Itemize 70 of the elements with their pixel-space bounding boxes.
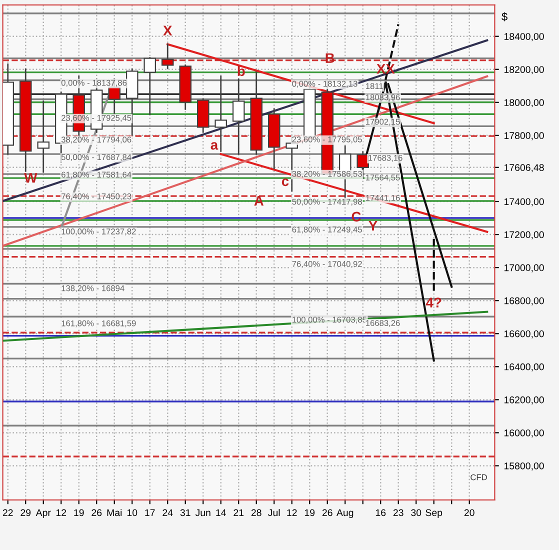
y-tick-label: 16200,00 <box>504 396 544 404</box>
annotation: 17441,16 <box>366 194 400 202</box>
x-tick-label: 30 <box>411 509 422 516</box>
y-tick-label: 17000,00 <box>504 264 544 272</box>
x-tick-label: 16 <box>376 509 386 516</box>
annotation: 50,00% - 17687,84 <box>61 154 132 162</box>
annotation: c <box>282 178 289 186</box>
x-tick-label: 14 <box>216 509 226 516</box>
x-tick-label: 26 <box>322 509 332 516</box>
annotation: 76,40% - 17450,23 <box>62 193 132 200</box>
y-tick-label: 16400,00 <box>504 363 544 372</box>
annotation: 23,60% - 17795,05 <box>292 136 362 144</box>
annotation: 0,00% - 18137,86 <box>61 80 127 87</box>
annotation: 17564,55 <box>366 174 400 182</box>
y-axis-title: $ <box>502 12 508 22</box>
y-tick-label: 18400,00 <box>504 33 544 42</box>
y-tick-label: 18000,00 <box>504 99 544 108</box>
annotation: 38,20% - 17586,53 <box>292 170 362 178</box>
x-tick-label: 12 <box>56 509 66 516</box>
annotation: 61,80% - 17249,45 <box>292 226 362 234</box>
x-tick-label: 31 <box>180 509 190 516</box>
x-tick-label: Mai <box>107 508 122 516</box>
x-tick-label: Jun <box>195 509 210 516</box>
annotation: C <box>352 212 361 222</box>
annotation: 100,00% - 16703,85 <box>292 316 367 324</box>
x-tick-label: Jul <box>268 508 280 516</box>
x-tick-label: 19 <box>74 509 84 516</box>
x-tick-label: 23 <box>393 509 404 516</box>
x-tick-label: Aug <box>336 509 354 518</box>
annotation: X <box>163 26 172 36</box>
y-tick-label: 15800,00 <box>504 462 544 471</box>
y-tick-label: 17400,00 <box>504 198 544 206</box>
annotation: a <box>210 142 218 150</box>
annotation: 0,00% - 18132,13 <box>292 80 358 88</box>
y-tick-label: 18200,00 <box>504 66 544 74</box>
x-tick-label: 12 <box>287 509 297 516</box>
annotation: 17902,15 <box>366 118 400 126</box>
annotation: 76,40% - 17040,92 <box>292 261 362 268</box>
annotation: 16683,26 <box>366 320 400 327</box>
x-tick-label: 19 <box>304 509 315 516</box>
annotation: 4? <box>426 298 442 308</box>
annotation: 161,80% - 16681,59 <box>62 320 136 328</box>
annotation: 1811 <box>366 83 383 90</box>
x-tick-label: 22 <box>2 509 13 516</box>
y-tick-label: 17606,48 <box>504 164 544 172</box>
x-tick-label: 28 <box>251 509 262 516</box>
y-tick-label: 16000,00 <box>504 429 544 438</box>
annotation: 50,00% - 17417,98 <box>292 198 362 206</box>
y-tick-label: 17200,00 <box>504 231 544 240</box>
annotation: CFD <box>470 474 487 480</box>
x-tick-label: 21 <box>234 509 244 516</box>
x-tick-label: 10 <box>127 509 138 516</box>
y-tick-label: 16600,00 <box>504 330 544 338</box>
annotation: 100,00% - 17237,82 <box>62 228 136 236</box>
annotation: 17683,16 <box>368 154 402 162</box>
x-tick-label: 29 <box>20 509 31 516</box>
x-tick-label: Sep <box>426 509 442 518</box>
y-tick-label: 16800,00 <box>504 297 544 306</box>
annotation: 138,20% - 16894 <box>62 285 124 292</box>
x-tick-label: Apr <box>36 509 51 518</box>
x-tick-label: 17 <box>145 509 155 516</box>
x-tick-label: 20 <box>464 509 474 516</box>
annotation: 61,80% - 17581,64 <box>62 172 132 179</box>
annotation: B <box>326 53 334 63</box>
annotation: 23,60% - 17925,45 <box>62 114 132 122</box>
x-tick-label: 24 <box>162 509 173 516</box>
annotation: 38,20% - 17794,06 <box>61 136 132 144</box>
annotation: 18083,96 <box>366 94 400 102</box>
y-tick-label: 17800,00 <box>504 132 544 140</box>
x-tick-label: 26 <box>92 509 102 516</box>
